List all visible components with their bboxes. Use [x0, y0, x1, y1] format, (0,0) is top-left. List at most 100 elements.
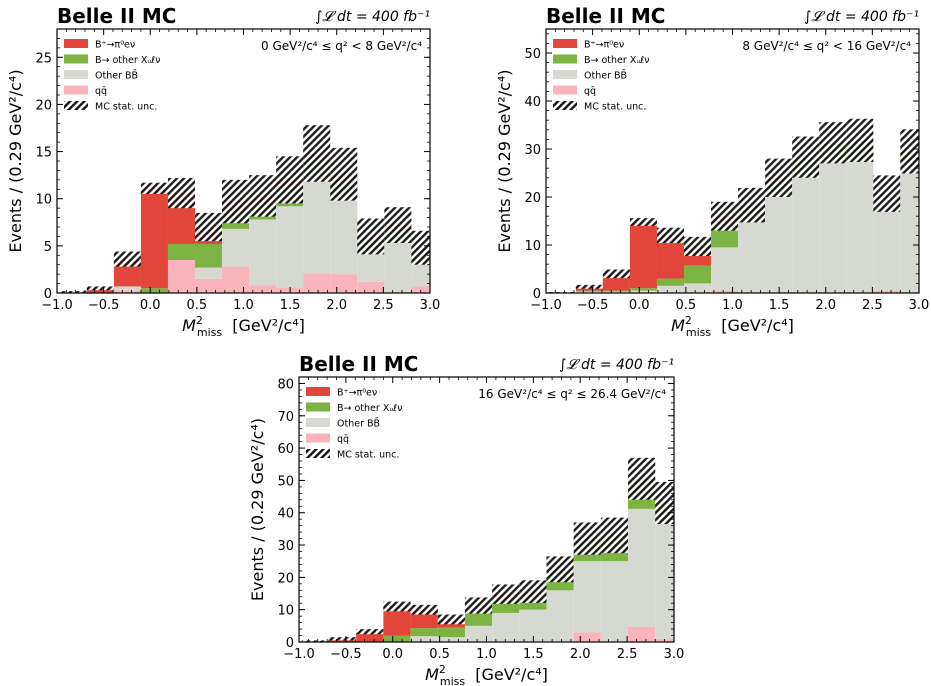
- y-tick-label: 20: [277, 571, 294, 586]
- x-tick-label: 0.5: [187, 298, 208, 313]
- unc-band-bin-6: [195, 212, 223, 242]
- x-axis-label-symbol: M: [671, 316, 685, 335]
- legend-label: Other BB̄: [337, 418, 380, 430]
- unc-band-bin-11: [330, 147, 358, 201]
- chart-panel-3: −1.0 −0.5 0.0 0.5 1.0 1.5 2.0 2.5 3.0 0 10 20 30 40 50…: [248, 352, 684, 686]
- bar-1-bin-3: [113, 290, 141, 293]
- legend-label: B⁺→π⁰eν: [337, 388, 377, 399]
- unc-band-bin-2: [575, 284, 603, 289]
- unc-band-bin-1: [301, 640, 329, 642]
- chart-panel-1: −1.0 −0.5 0.0 0.5 1.0 1.5 2.0 2.5 3.0 0 5 10 15 20 25 B…: [6, 4, 440, 339]
- bar-4-bin-3: [356, 631, 384, 642]
- unc-band-bin-8: [492, 584, 520, 604]
- bar-2-bin-13: [873, 199, 901, 291]
- x-axis-label-sub: miss: [197, 326, 223, 339]
- y-tick-label: 50: [524, 47, 541, 62]
- bar-2-bin-5: [410, 636, 438, 642]
- bar-1-bin-7: [711, 290, 739, 293]
- bar-3-bin-7: [711, 225, 739, 248]
- x-tick-label: 0.0: [140, 298, 161, 313]
- legend-label: qq̄: [95, 86, 107, 97]
- bar-2-bin-9: [276, 206, 304, 288]
- legend-label: B⁺→π⁰eν: [95, 40, 135, 51]
- bar-2-bin-2: [575, 291, 603, 293]
- x-tick-label: 2.0: [570, 647, 591, 662]
- bar-2-bin-7: [464, 625, 493, 642]
- experiment-label: Belle II MC: [57, 4, 176, 28]
- unc-band-bin-7: [222, 179, 250, 224]
- x-tick-label: 1.5: [280, 298, 301, 313]
- experiment-label: Belle II MC: [299, 352, 418, 376]
- legend-swatch: [64, 101, 88, 110]
- x-tick-label: −1.0: [41, 298, 73, 313]
- bar-1-bin-10: [303, 273, 331, 293]
- unc-band-bin-11: [819, 122, 847, 164]
- luminosity-label: ∫𝓛 dt = 400 fb⁻¹: [559, 357, 674, 373]
- x-axis-label-sup: 2: [439, 663, 446, 676]
- legend-label: MC stat. unc.: [584, 102, 646, 113]
- bar-4-bin-2: [86, 288, 114, 293]
- unc-band-bin-3: [356, 629, 384, 635]
- legend-swatch: [306, 387, 330, 396]
- unc-band-bin-2: [86, 286, 114, 291]
- bar-4-bin-4: [140, 188, 168, 289]
- unc-band-bin-5: [410, 604, 438, 615]
- x-tick-label: 2.0: [815, 298, 836, 313]
- x-tick-label: −0.5: [577, 298, 609, 313]
- bar-3-bin-4: [140, 288, 168, 293]
- bar-3-bin-6: [437, 627, 465, 638]
- bar-3-bin-4: [383, 635, 411, 642]
- bar-2-bin-13: [628, 508, 656, 627]
- y-tick-label: 25: [35, 51, 52, 66]
- legend-label: Other BB̄: [95, 70, 138, 82]
- y-tick-label: 30: [524, 143, 541, 158]
- bar-2-bin-7: [222, 228, 250, 267]
- x-tick-label: 3.0: [420, 298, 441, 313]
- x-tick-label: 2.5: [862, 298, 883, 313]
- x-axis-label-unit: [GeV²/c⁴]: [716, 316, 794, 335]
- bar-3-bin-5: [167, 243, 196, 260]
- bar-1-bin-7: [222, 266, 250, 293]
- bar-3-bin-4: [629, 288, 657, 291]
- x-tick-label: 3.0: [909, 298, 930, 313]
- y-tick-label: 80: [277, 377, 294, 392]
- bar-2-bin-14: [655, 520, 674, 639]
- bar-2-bin-14: [411, 262, 430, 287]
- unc-band-bin-13: [873, 175, 901, 212]
- unc-band-bin-9: [765, 158, 793, 197]
- unc-band-bin-8: [249, 175, 277, 217]
- bar-2-bin-13: [384, 241, 412, 293]
- experiment-label: Belle II MC: [546, 4, 665, 28]
- unc-band-bin-6: [684, 236, 712, 257]
- legend-label: B⁺→π⁰eν: [584, 40, 624, 51]
- bar-2-bin-7: [711, 247, 739, 291]
- legend-swatch: [64, 39, 88, 48]
- bar-1-bin-12: [357, 281, 385, 293]
- legend-label: B→ other Xᵤℓν: [584, 55, 649, 66]
- y-tick-label: 10: [277, 604, 294, 619]
- bar-2-bin-10: [303, 177, 331, 274]
- plot-area: [548, 118, 919, 293]
- bar-2-bin-8: [249, 219, 277, 286]
- legend-swatch: [306, 418, 330, 427]
- bar-2-bin-8: [492, 612, 520, 642]
- unc-band-bin-5: [656, 227, 685, 244]
- bar-1-bin-8: [249, 285, 277, 293]
- bar-1-bin-11: [573, 632, 601, 642]
- unc-band-bin-3: [113, 251, 141, 267]
- bar-4-bin-4: [629, 221, 657, 289]
- x-axis-label: M2 miss [GeV²/c⁴]: [425, 663, 548, 686]
- unc-band-bin-10: [546, 556, 574, 583]
- legend-swatch: [64, 70, 88, 79]
- unc-band-bin-14: [411, 230, 430, 265]
- legend-swatch: [553, 70, 577, 79]
- x-axis-label-unit: [GeV²/c⁴]: [227, 316, 305, 335]
- y-tick-label: 10: [35, 193, 52, 208]
- unc-band-bin-9: [276, 156, 304, 204]
- bar-2-bin-11: [573, 561, 601, 633]
- unc-band-bin-11: [573, 522, 601, 555]
- bar-3-bin-5: [656, 278, 685, 286]
- bar-2-bin-12: [600, 561, 629, 642]
- x-axis-label-sup: 2: [685, 314, 692, 327]
- bar-2-bin-6: [195, 267, 223, 279]
